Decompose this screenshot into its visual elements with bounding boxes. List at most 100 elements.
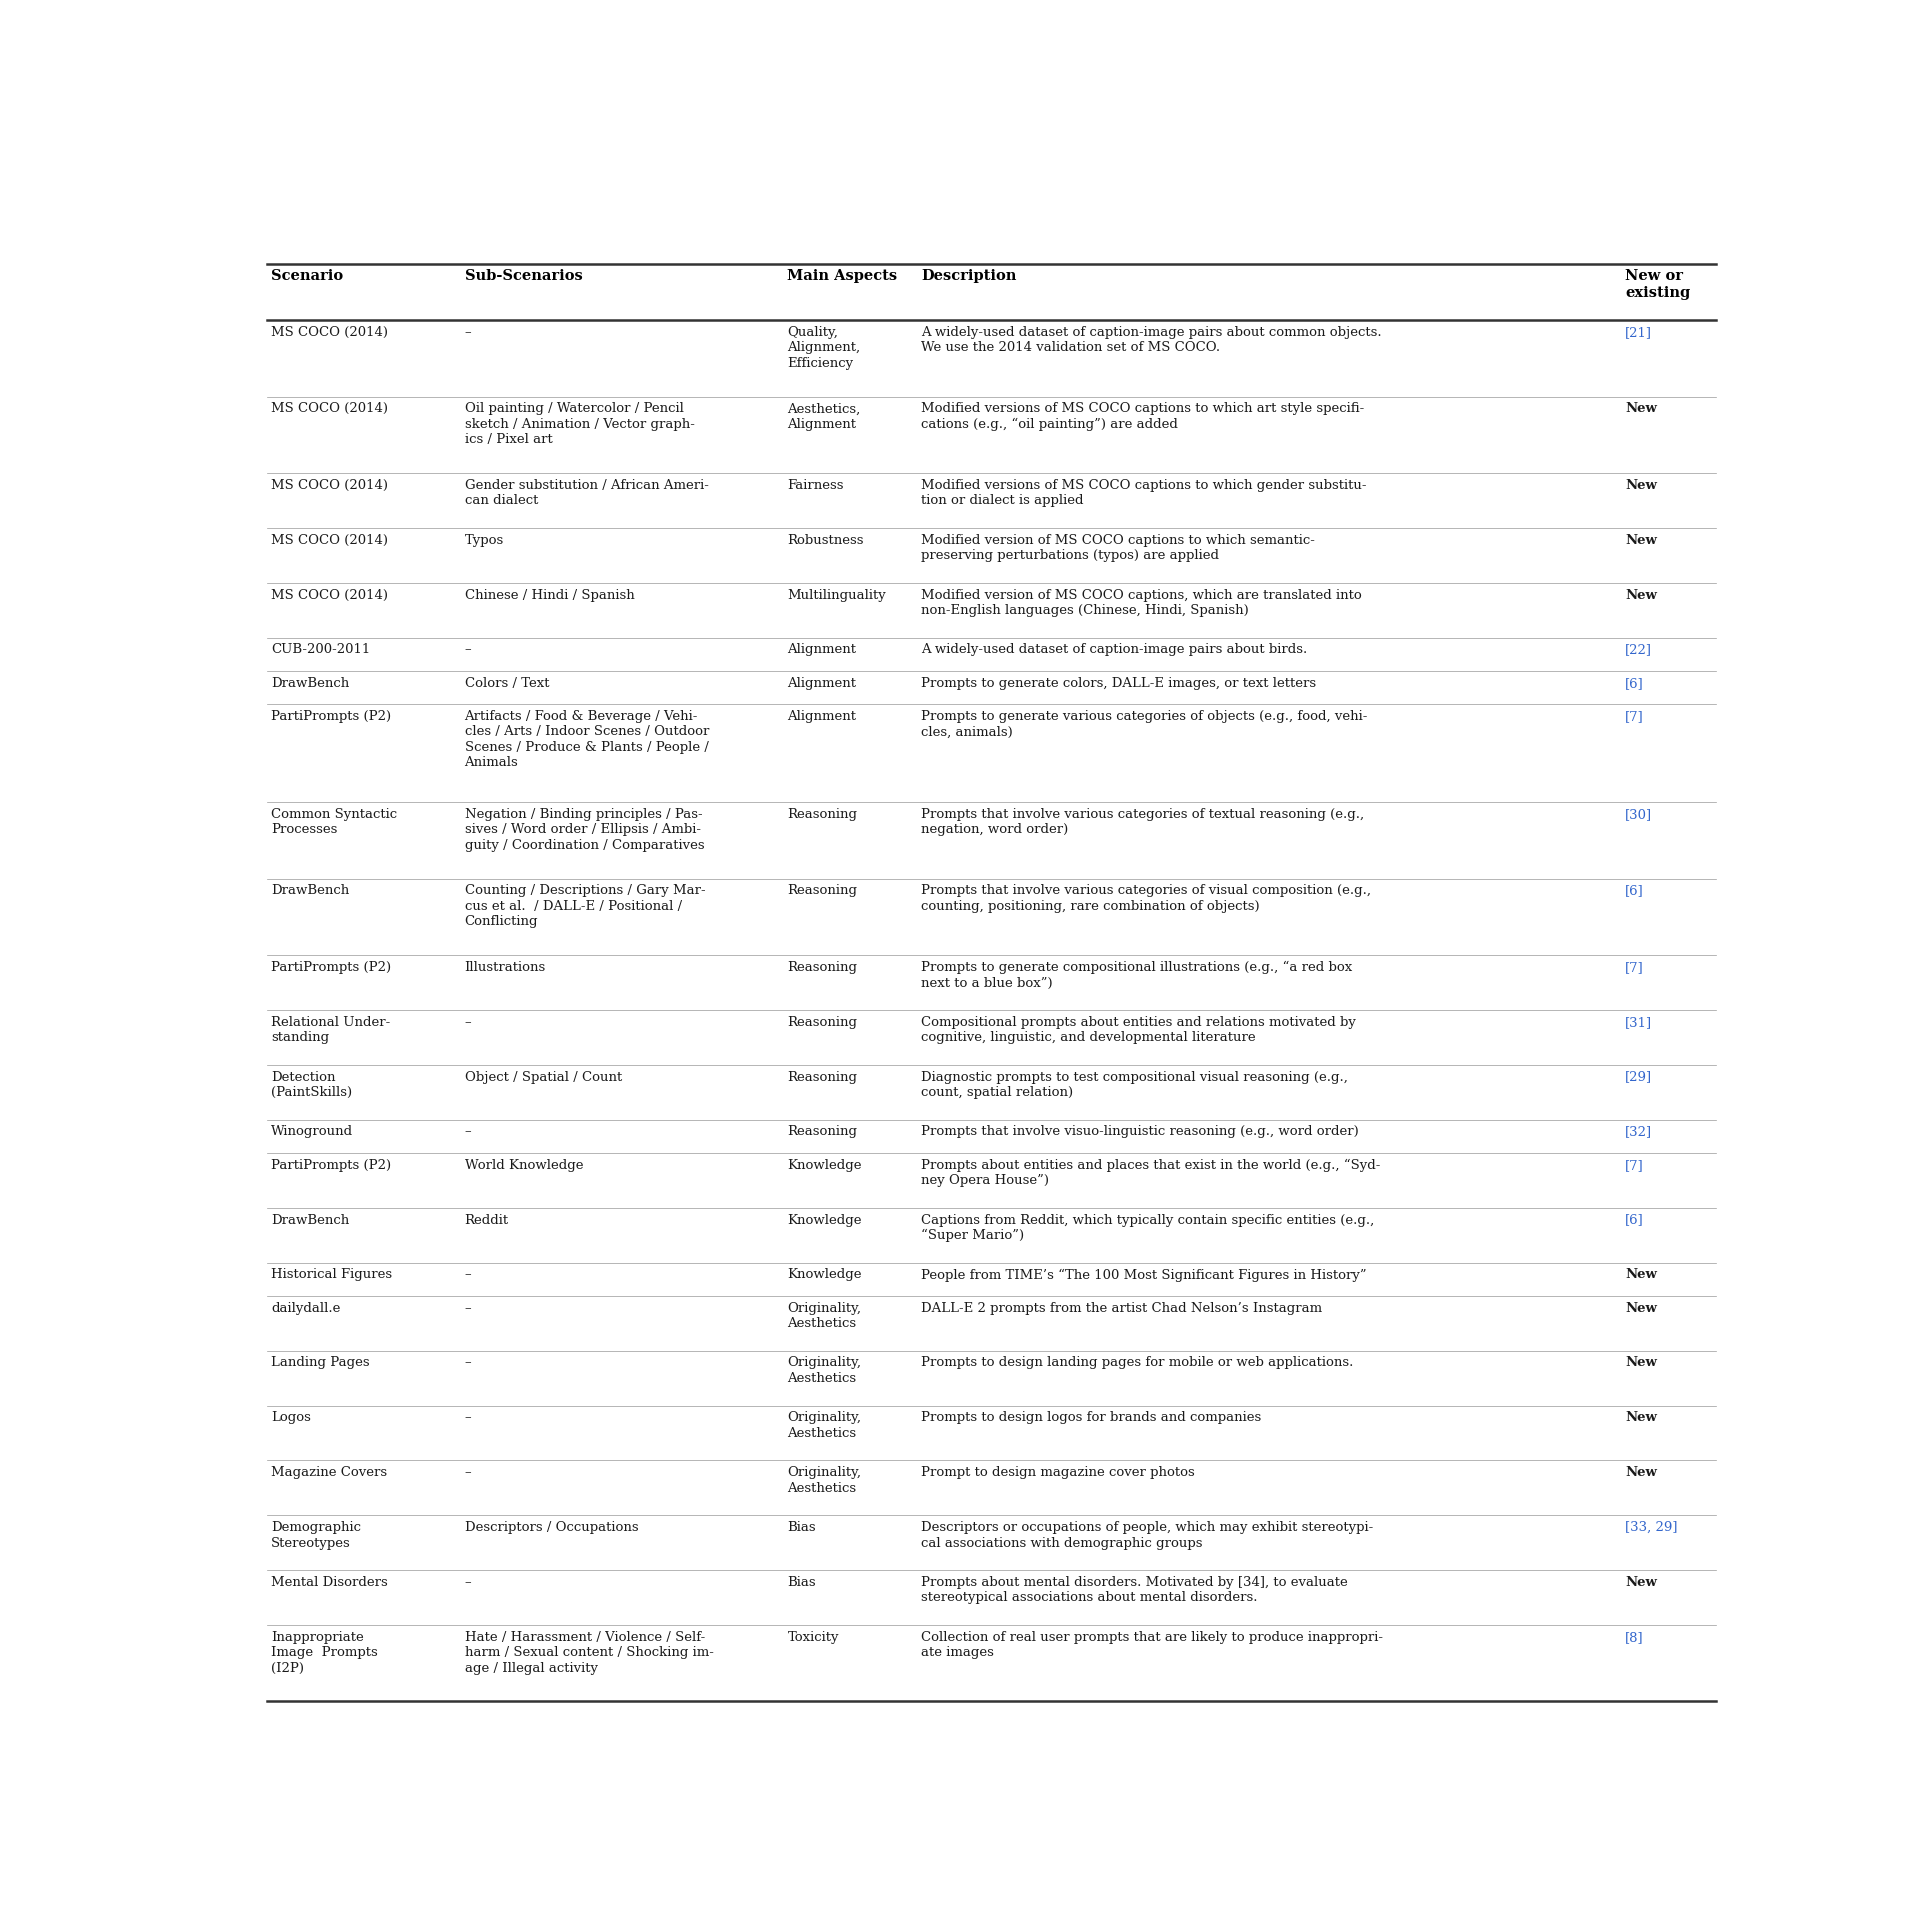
- Text: Chinese / Hindi / Spanish: Chinese / Hindi / Spanish: [465, 589, 634, 603]
- Text: MS COCO (2014): MS COCO (2014): [271, 589, 388, 603]
- Text: Bias: Bias: [787, 1521, 816, 1534]
- Text: A widely-used dataset of caption-image pairs about common objects.
We use the 20: A widely-used dataset of caption-image p…: [922, 325, 1382, 354]
- Text: –: –: [465, 1126, 470, 1138]
- Text: Demographic
Stereotypes: Demographic Stereotypes: [271, 1521, 361, 1550]
- Text: Knowledge: Knowledge: [787, 1159, 862, 1172]
- Text: Alignment: Alignment: [787, 678, 856, 689]
- Text: New: New: [1624, 1301, 1657, 1315]
- Text: PartiPrompts (P2): PartiPrompts (P2): [271, 710, 392, 724]
- Text: [7]: [7]: [1624, 710, 1644, 724]
- Text: Compositional prompts about entities and relations motivated by
cognitive, lingu: Compositional prompts about entities and…: [922, 1016, 1356, 1043]
- Text: Reasoning: Reasoning: [787, 1016, 858, 1028]
- Text: [29]: [29]: [1624, 1070, 1653, 1084]
- Text: New: New: [1624, 1577, 1657, 1588]
- Text: Toxicity: Toxicity: [787, 1630, 839, 1644]
- Text: Originality,
Aesthetics: Originality, Aesthetics: [787, 1411, 862, 1440]
- Text: New: New: [1624, 533, 1657, 547]
- Text: [8]: [8]: [1624, 1630, 1644, 1644]
- Text: Sub-Scenarios: Sub-Scenarios: [465, 270, 582, 283]
- Text: Captions from Reddit, which typically contain specific entities (e.g.,
“Super Ma: Captions from Reddit, which typically co…: [922, 1213, 1375, 1242]
- Text: PartiPrompts (P2): PartiPrompts (P2): [271, 1159, 392, 1172]
- Text: Typos: Typos: [465, 533, 503, 547]
- Text: MS COCO (2014): MS COCO (2014): [271, 479, 388, 493]
- Text: [33, 29]: [33, 29]: [1624, 1521, 1678, 1534]
- Text: Modified versions of MS COCO captions to which art style speciﬁ-
cations (e.g., : Modified versions of MS COCO captions to…: [922, 402, 1365, 431]
- Text: A widely-used dataset of caption-image pairs about birds.: A widely-used dataset of caption-image p…: [922, 643, 1308, 656]
- Text: –: –: [465, 325, 470, 339]
- Text: Alignment: Alignment: [787, 643, 856, 656]
- Text: Illustrations: Illustrations: [465, 961, 545, 974]
- Text: Logos: Logos: [271, 1411, 311, 1424]
- Text: Hate / Harassment / Violence / Self-
harm / Sexual content / Shocking im-
age / : Hate / Harassment / Violence / Self- har…: [465, 1630, 714, 1675]
- Text: Reasoning: Reasoning: [787, 1126, 858, 1138]
- Text: New: New: [1624, 1467, 1657, 1478]
- Text: Mental Disorders: Mental Disorders: [271, 1577, 388, 1588]
- Text: [6]: [6]: [1624, 1213, 1644, 1226]
- Text: Counting / Descriptions / Gary Mar-
cus et al.  / DALL-E / Positional /
Conflict: Counting / Descriptions / Gary Mar- cus …: [465, 884, 705, 928]
- Text: Landing Pages: Landing Pages: [271, 1357, 371, 1369]
- Text: Originality,
Aesthetics: Originality, Aesthetics: [787, 1467, 862, 1494]
- Text: New: New: [1624, 1269, 1657, 1282]
- Text: [7]: [7]: [1624, 961, 1644, 974]
- Text: Modified version of MS COCO captions to which semantic-
preserving perturbations: Modified version of MS COCO captions to …: [922, 533, 1315, 562]
- Text: New: New: [1624, 589, 1657, 603]
- Text: Prompt to design magazine cover photos: Prompt to design magazine cover photos: [922, 1467, 1194, 1478]
- Text: –: –: [465, 1411, 470, 1424]
- Text: New: New: [1624, 402, 1657, 416]
- Text: World Knowledge: World Knowledge: [465, 1159, 584, 1172]
- Text: Prompts to design logos for brands and companies: Prompts to design logos for brands and c…: [922, 1411, 1261, 1424]
- Text: Inappropriate
Image  Prompts
(I2P): Inappropriate Image Prompts (I2P): [271, 1630, 378, 1675]
- Text: Knowledge: Knowledge: [787, 1269, 862, 1282]
- Text: [32]: [32]: [1624, 1126, 1653, 1138]
- Text: DrawBench: DrawBench: [271, 884, 349, 897]
- Text: –: –: [465, 1269, 470, 1282]
- Text: MS COCO (2014): MS COCO (2014): [271, 533, 388, 547]
- Text: Main Aspects: Main Aspects: [787, 270, 897, 283]
- Text: –: –: [465, 1301, 470, 1315]
- Text: Prompts about entities and places that exist in the world (e.g., “Syd-
ney Opera: Prompts about entities and places that e…: [922, 1159, 1380, 1188]
- Text: PartiPrompts (P2): PartiPrompts (P2): [271, 961, 392, 974]
- Text: Modified versions of MS COCO captions to which gender substitu-
tion or dialect : Modified versions of MS COCO captions to…: [922, 479, 1367, 508]
- Text: Aesthetics,
Alignment: Aesthetics, Alignment: [787, 402, 860, 431]
- Text: –: –: [465, 643, 470, 656]
- Text: CUB-200-2011: CUB-200-2011: [271, 643, 371, 656]
- Text: –: –: [465, 1016, 470, 1028]
- Text: Descriptors / Occupations: Descriptors / Occupations: [465, 1521, 637, 1534]
- Text: New: New: [1624, 1411, 1657, 1424]
- Text: Detection
(PaintSkills): Detection (PaintSkills): [271, 1070, 351, 1099]
- Text: Object / Spatial / Count: Object / Spatial / Count: [465, 1070, 622, 1084]
- Text: [30]: [30]: [1624, 808, 1653, 820]
- Text: [22]: [22]: [1624, 643, 1651, 656]
- Text: [6]: [6]: [1624, 678, 1644, 689]
- Text: Prompts to design landing pages for mobile or web applications.: Prompts to design landing pages for mobi…: [922, 1357, 1354, 1369]
- Text: [6]: [6]: [1624, 884, 1644, 897]
- Text: Prompts about mental disorders. Motivated by [34], to evaluate
stereotypical ass: Prompts about mental disorders. Motivate…: [922, 1577, 1348, 1604]
- Text: Quality,
Alignment,
Efficiency: Quality, Alignment, Efficiency: [787, 325, 860, 370]
- Text: Historical Figures: Historical Figures: [271, 1269, 392, 1282]
- Text: MS COCO (2014): MS COCO (2014): [271, 402, 388, 416]
- Text: Robustness: Robustness: [787, 533, 864, 547]
- Text: [31]: [31]: [1624, 1016, 1653, 1028]
- Text: People from TIME’s “The 100 Most Significant Figures in History”: People from TIME’s “The 100 Most Signifi…: [922, 1269, 1367, 1282]
- Text: Reasoning: Reasoning: [787, 808, 858, 820]
- Text: Winoground: Winoground: [271, 1126, 353, 1138]
- Text: Relational Under-
standing: Relational Under- standing: [271, 1016, 390, 1043]
- Text: Multilinguality: Multilinguality: [787, 589, 887, 603]
- Text: Prompts that involve various categories of textual reasoning (e.g.,
negation, wo: Prompts that involve various categories …: [922, 808, 1365, 837]
- Text: Common Syntactic
Processes: Common Syntactic Processes: [271, 808, 397, 837]
- Text: Reasoning: Reasoning: [787, 1070, 858, 1084]
- Text: –: –: [465, 1577, 470, 1588]
- Text: Prompts to generate compositional illustrations (e.g., “a red box
next to a blue: Prompts to generate compositional illust…: [922, 961, 1352, 989]
- Text: Prompts to generate various categories of objects (e.g., food, vehi-
cles, anima: Prompts to generate various categories o…: [922, 710, 1367, 739]
- Text: Knowledge: Knowledge: [787, 1213, 862, 1226]
- Text: Scenario: Scenario: [271, 270, 344, 283]
- Text: Prompts that involve various categories of visual composition (e.g.,
counting, p: Prompts that involve various categories …: [922, 884, 1371, 912]
- Text: New: New: [1624, 1357, 1657, 1369]
- Text: –: –: [465, 1357, 470, 1369]
- Text: DrawBench: DrawBench: [271, 1213, 349, 1226]
- Text: Originality,
Aesthetics: Originality, Aesthetics: [787, 1301, 862, 1330]
- Text: Reasoning: Reasoning: [787, 961, 858, 974]
- Text: DALL-E 2 prompts from the artist Chad Nelson’s Instagram: DALL-E 2 prompts from the artist Chad Ne…: [922, 1301, 1323, 1315]
- Text: [21]: [21]: [1624, 325, 1651, 339]
- Text: DrawBench: DrawBench: [271, 678, 349, 689]
